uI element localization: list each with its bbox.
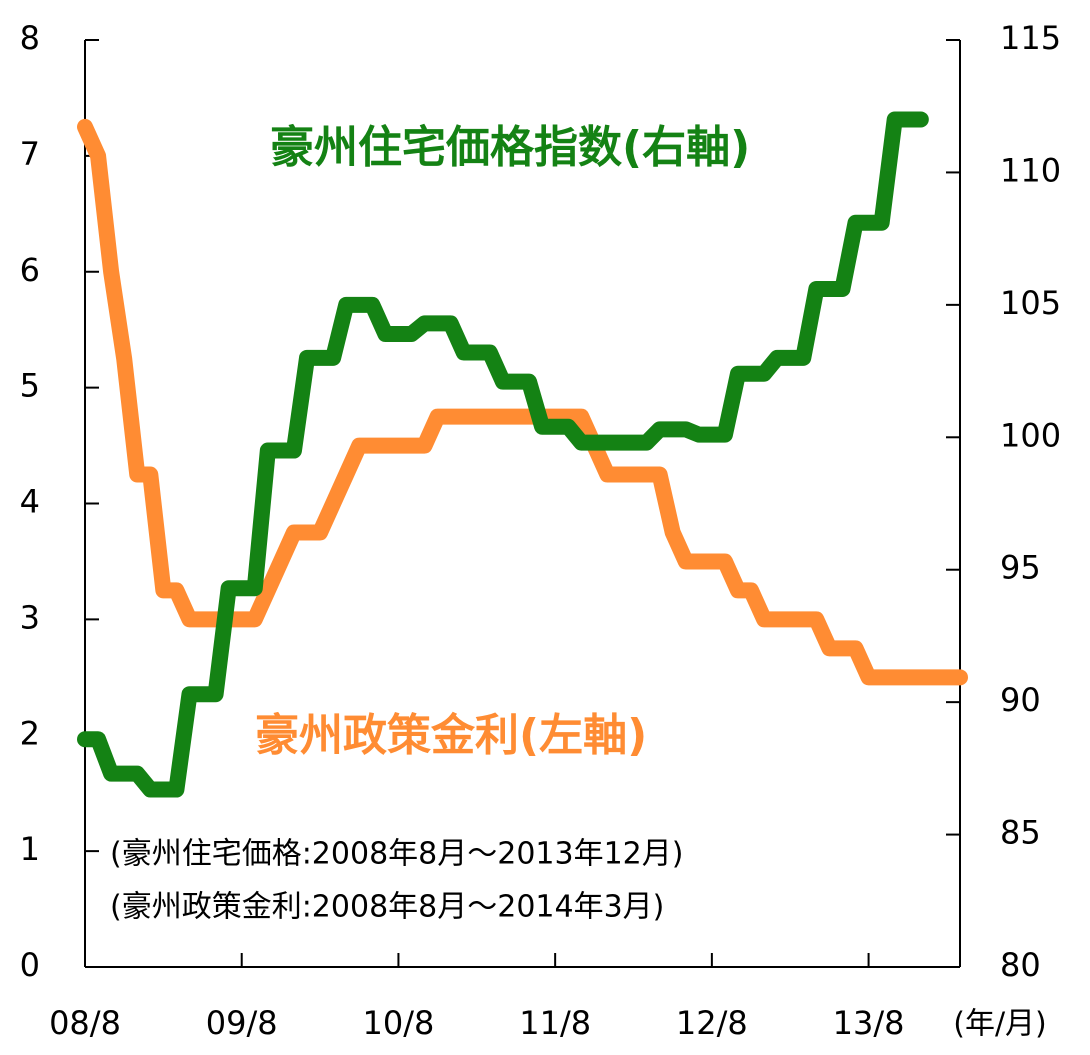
- y2-tick-label: 80: [1000, 946, 1041, 984]
- y2-tick-label: 110: [1000, 151, 1061, 189]
- x-tick-label: 09/8: [206, 1004, 278, 1042]
- y-tick-label: 5: [20, 367, 40, 405]
- x-tick-label: 13/8: [833, 1004, 905, 1042]
- y2-tick-label: 95: [1000, 549, 1041, 587]
- x-tick-label: 08/8: [49, 1004, 121, 1042]
- x-tick-label: 12/8: [676, 1004, 748, 1042]
- series-line: [77, 118, 968, 686]
- annotation: (豪州政策金利:2008年8月〜2014年3月): [110, 890, 664, 925]
- y2-tick-label: 100: [1000, 416, 1061, 454]
- y2-tick-label: 105: [1000, 284, 1061, 322]
- series-line: [77, 111, 929, 798]
- x-axis-label: (年/月): [953, 1007, 1047, 1042]
- x-tick-label: 10/8: [363, 1004, 435, 1042]
- y2-tick-label: 90: [1000, 681, 1041, 719]
- y-tick-label: 0: [20, 946, 40, 984]
- y-tick-label: 8: [20, 19, 40, 57]
- y2-tick-label: 115: [1000, 19, 1061, 57]
- y-tick-label: 6: [20, 251, 40, 289]
- series-label: 豪州政策金利(左軸): [255, 710, 647, 761]
- series-label: 豪州住宅価格指数(右軸): [270, 122, 750, 173]
- y-tick-label: 3: [20, 598, 40, 636]
- y-tick-label: 2: [20, 714, 40, 752]
- y-tick-label: 1: [20, 830, 40, 868]
- annotation: (豪州住宅価格:2008年8月〜2013年12月): [110, 837, 683, 872]
- y-tick-label: 4: [20, 483, 40, 521]
- x-tick-label: 11/8: [519, 1004, 591, 1042]
- y-tick-label: 7: [20, 135, 40, 173]
- y2-tick-label: 85: [1000, 814, 1041, 852]
